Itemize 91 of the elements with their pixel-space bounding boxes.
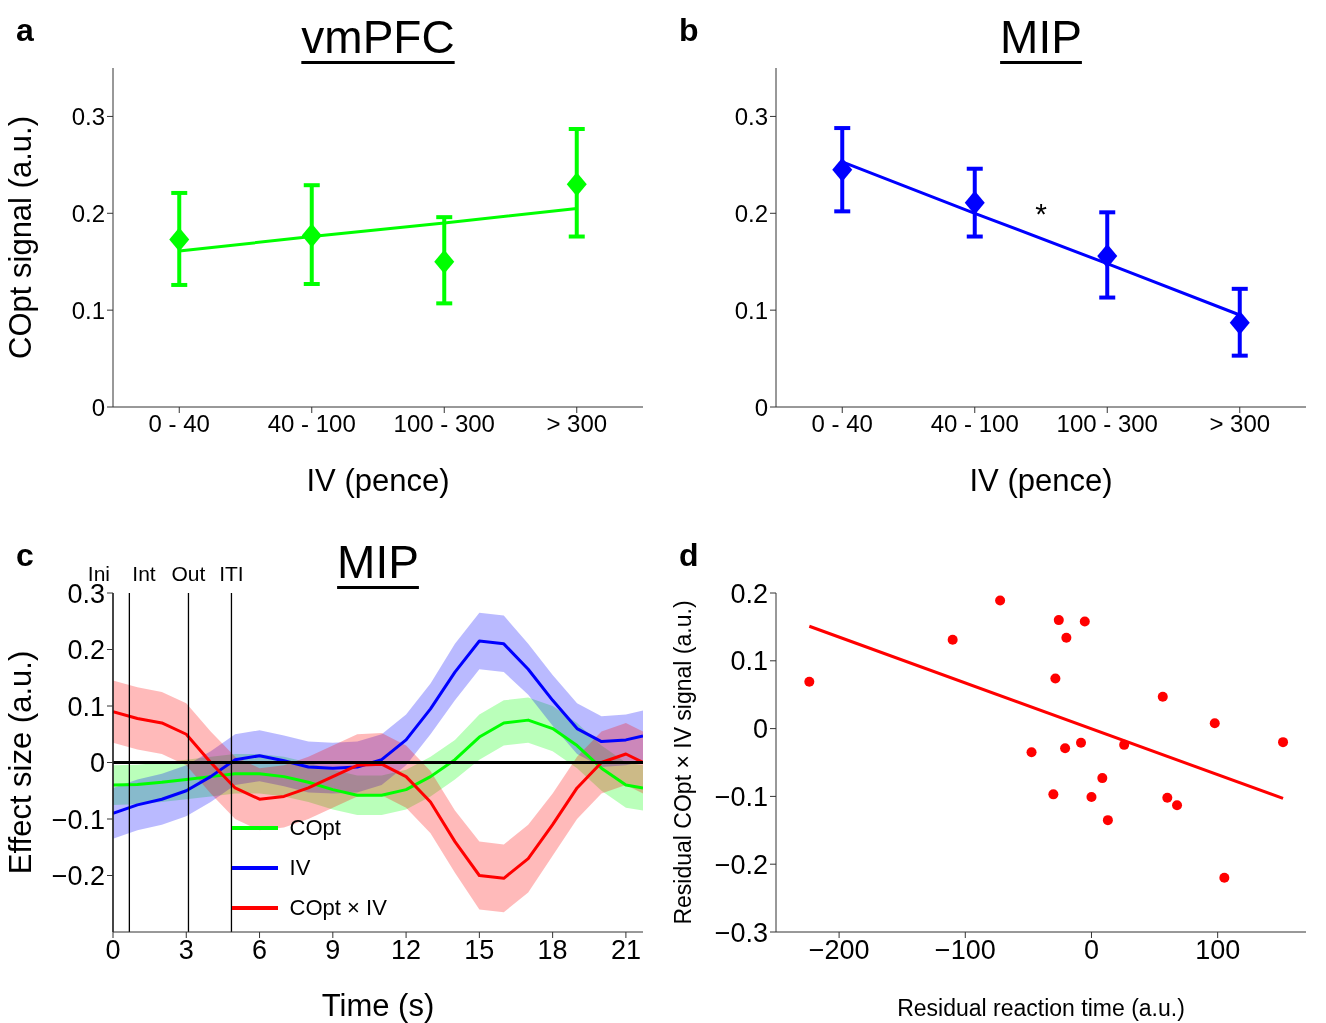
point xyxy=(832,157,853,182)
text: a xyxy=(16,12,34,49)
x-tick-label: −200 xyxy=(808,935,870,966)
x-tick-label: 18 xyxy=(537,935,568,966)
point xyxy=(1278,737,1289,748)
point xyxy=(1079,616,1090,627)
y-tick-label: 0.2 xyxy=(734,199,768,227)
x-tick-label: 6 xyxy=(252,935,268,966)
point xyxy=(1060,743,1071,754)
x-axis-title: IV (pence) xyxy=(969,463,1113,498)
y-tick-label: 0.1 xyxy=(71,296,105,324)
y-tick-label: 0.3 xyxy=(71,102,105,130)
ref-line-label: Int xyxy=(132,562,156,585)
x-tick-label: 100 xyxy=(1195,935,1241,966)
y-tick-label: 0 xyxy=(752,714,768,745)
x-tick-label: 40 - 100 xyxy=(930,410,1019,438)
line-series xyxy=(113,718,643,797)
point xyxy=(1097,773,1108,784)
x-tick-label: 0 - 40 xyxy=(811,410,873,438)
ref-line-label: ITI xyxy=(219,562,244,585)
legend-label: IV xyxy=(289,855,311,881)
x-tick-label: 0 - 40 xyxy=(148,410,210,438)
line-series xyxy=(113,639,643,815)
text: b xyxy=(679,12,699,49)
legend-label: COpt × IV xyxy=(289,895,387,921)
x-tick-label: > 300 xyxy=(1209,410,1271,438)
x-tick-label: > 300 xyxy=(546,410,608,438)
point xyxy=(1048,789,1059,800)
y-tick-label: 0.1 xyxy=(67,691,105,722)
y-tick-label: 0.3 xyxy=(734,102,768,130)
text: d xyxy=(679,537,699,574)
point xyxy=(1219,872,1230,883)
x-tick-label: −100 xyxy=(934,935,996,966)
x-tick-label: 9 xyxy=(325,935,341,966)
point xyxy=(1209,718,1220,729)
x-tick-label: 12 xyxy=(391,935,422,966)
y-tick-label: −0.2 xyxy=(714,849,768,880)
y-tick-label: 0 xyxy=(754,393,768,421)
chart-title: MIP xyxy=(337,536,419,588)
x-tick-label: 21 xyxy=(610,935,641,966)
point xyxy=(1097,243,1118,268)
text: c xyxy=(16,537,34,574)
point xyxy=(301,223,322,248)
point xyxy=(1172,800,1183,811)
point xyxy=(1053,615,1064,626)
x-tick-label: 0 xyxy=(1083,935,1099,966)
legend-label: COpt xyxy=(289,815,341,841)
y-tick-label: 0.1 xyxy=(734,296,768,324)
point xyxy=(804,676,815,687)
y-tick-label: −0.1 xyxy=(51,804,105,835)
y-axis-title: Effect size (a.u.) xyxy=(3,650,39,875)
ref-line-label: Out xyxy=(171,562,206,585)
x-axis-title: Time (s) xyxy=(321,988,435,1023)
point xyxy=(1229,310,1250,335)
line-series xyxy=(113,710,643,880)
point xyxy=(995,595,1006,606)
annotation: * xyxy=(1034,196,1048,231)
point xyxy=(566,172,587,197)
point xyxy=(434,249,455,274)
y-tick-label: 0 xyxy=(89,748,105,779)
y-tick-label: 0.2 xyxy=(730,578,768,609)
x-tick-label: 3 xyxy=(178,935,194,966)
point xyxy=(1050,673,1061,684)
point xyxy=(947,634,958,645)
y-tick-label: 0.2 xyxy=(71,199,105,227)
y-tick-label: −0.1 xyxy=(714,781,768,812)
x-tick-label: 15 xyxy=(464,935,495,966)
y-tick-label: −0.2 xyxy=(51,861,105,892)
y-axis-title: COpt signal (a.u.) xyxy=(3,116,39,359)
y-tick-label: 0.1 xyxy=(730,646,768,677)
x-tick-label: 40 - 100 xyxy=(267,410,356,438)
x-axis-title: Residual reaction time (a.u.) xyxy=(897,995,1185,1021)
y-tick-label: 0.2 xyxy=(67,635,105,666)
point xyxy=(1026,747,1037,758)
point xyxy=(1119,739,1130,750)
point xyxy=(1162,792,1173,803)
point xyxy=(169,227,190,252)
y-tick-label: 0 xyxy=(91,393,105,421)
x-tick-label: 100 - 300 xyxy=(393,410,495,438)
point xyxy=(1061,632,1072,643)
x-axis-title: IV (pence) xyxy=(306,463,450,498)
point xyxy=(1086,792,1097,803)
point xyxy=(964,190,985,215)
chart-title: MIP xyxy=(999,10,1083,64)
x-tick-label: 100 - 300 xyxy=(1056,410,1158,438)
point xyxy=(1076,737,1086,748)
y-tick-label: −0.3 xyxy=(714,917,768,948)
chart-title: vmPFC xyxy=(300,10,456,64)
point xyxy=(1157,691,1168,702)
y-axis-title: Residual COpt × IV signal (a.u.) xyxy=(670,600,697,925)
point xyxy=(1102,815,1113,826)
